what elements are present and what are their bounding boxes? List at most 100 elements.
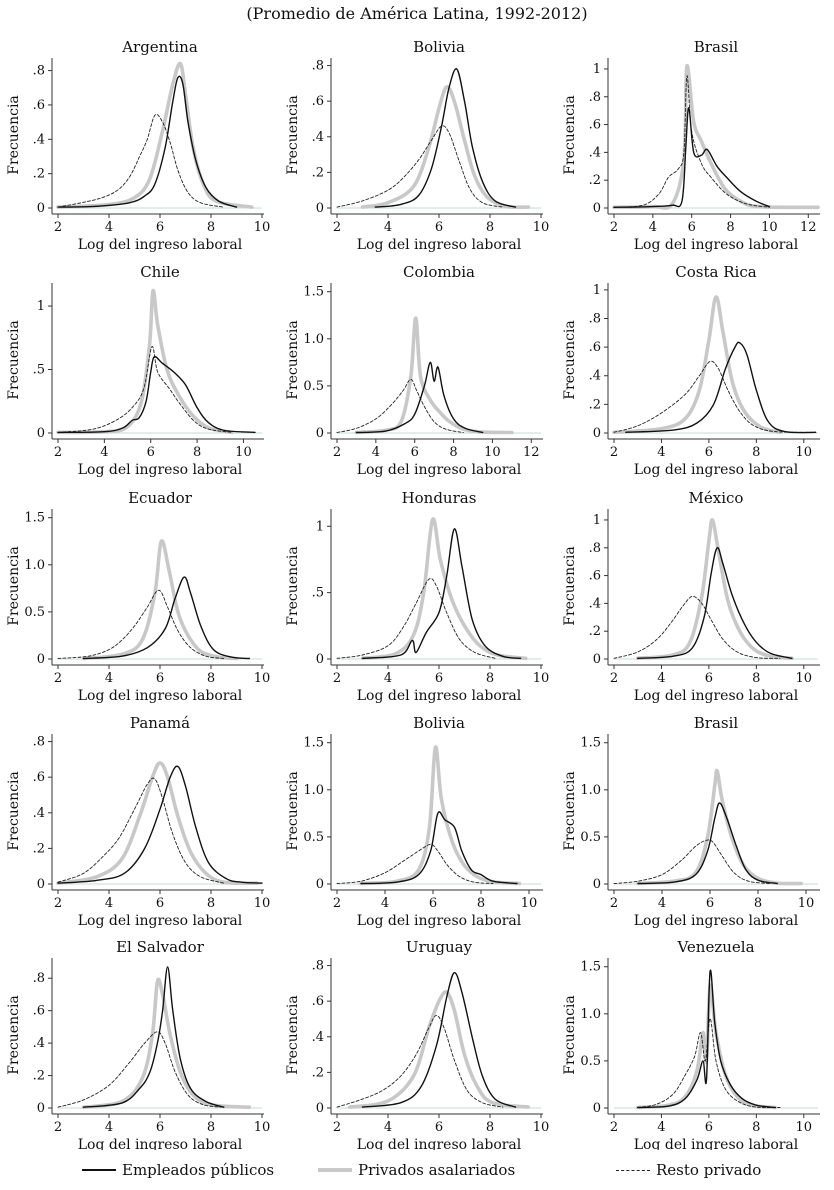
x-axis-label: Log del ingreso laboral [357, 913, 522, 929]
y-tick-label: .4 [33, 132, 45, 147]
y-tick-label: 0 [37, 201, 45, 216]
series-line-resto-privado [336, 125, 504, 208]
series-line-empleados-publicos [361, 528, 522, 659]
y-axis-label: Frecuencia [6, 546, 22, 626]
y-tick-label: 1.5 [580, 960, 601, 975]
x-tick-label: 4 [657, 671, 665, 686]
x-tick-label: 4 [657, 1120, 665, 1135]
series-line-privados-asalariados [612, 64, 820, 210]
series-line-privados-asalariados [56, 288, 234, 435]
chart-panel: México 2 4 6 8 10 0 .2 .4 .6 .8 1 Log del ingreso la… [562, 489, 820, 704]
chart-panel: Brasil 2 4 6 8 10 12 0 .2 .4 .6 .8 1 Log del ingreso … [562, 38, 820, 253]
y-tick-label: 0.5 [24, 605, 45, 620]
x-tick-label: 6 [435, 220, 443, 235]
series-line-empleados-publicos [82, 966, 225, 1108]
y-tick-label: 0 [316, 426, 324, 441]
x-tick-label: 8 [207, 671, 215, 686]
y-tick-label: .4 [312, 1030, 324, 1045]
y-tick-label: 0 [593, 426, 601, 441]
x-tick-label: 4 [372, 445, 380, 460]
y-tick-label: .2 [33, 1069, 45, 1084]
x-tick-label: 8 [207, 896, 215, 911]
x-tick-label: 2 [54, 1120, 62, 1135]
y-tick-label: .2 [312, 165, 324, 180]
x-tick-label: 8 [726, 220, 734, 235]
x-axis-label: Log del ingreso laboral [357, 462, 522, 478]
x-axis-label: Log del ingreso laboral [634, 913, 799, 929]
series-line-resto-privado [613, 360, 817, 433]
x-tick-label: 4 [105, 220, 113, 235]
y-axis-label: Frecuencia [6, 771, 22, 851]
y-tick-label: 0 [316, 652, 324, 667]
x-tick-label: 4 [657, 445, 665, 460]
y-tick-label: .8 [312, 959, 324, 974]
x-tick-label: 6 [429, 896, 437, 911]
x-tick-label: 4 [384, 671, 392, 686]
y-axis-label: Frecuencia [6, 320, 22, 400]
y-tick-label: .6 [312, 994, 324, 1009]
x-tick-label: 2 [54, 220, 62, 235]
x-tick-label: 4 [105, 1120, 113, 1135]
chart-title: Brasil [694, 714, 739, 732]
y-tick-label: 0 [593, 652, 601, 667]
y-axis-label: Frecuencia [285, 995, 301, 1075]
x-axis-label: Log del ingreso laboral [357, 688, 522, 704]
chart-panel: Venezuela 2 4 6 8 10 0 0.5 1.0 1.5 Log del ingreso… [562, 938, 820, 1150]
series-line-empleados-publicos [637, 969, 776, 1109]
x-tick-label: 6 [411, 445, 419, 460]
x-tick-label: 10 [254, 220, 271, 235]
x-tick-label: 10 [761, 220, 778, 235]
y-tick-label: .4 [33, 806, 45, 821]
series-line-resto-privado [57, 114, 225, 208]
x-tick-label: 6 [435, 1120, 443, 1135]
x-tick-label: 6 [435, 671, 443, 686]
y-tick-label: .8 [589, 311, 601, 326]
x-tick-label: 8 [752, 445, 760, 460]
y-tick-label: 0.5 [580, 830, 601, 845]
x-axis-label: Log del ingreso laboral [78, 1137, 243, 1150]
y-axis-label: Frecuencia [562, 546, 578, 626]
y-tick-label: .2 [589, 624, 601, 639]
chart-panel: Ecuador 2 4 6 8 10 0 0.5 1.0 1.5 Log del ingreso l… [6, 489, 270, 704]
series-line-empleados-publicos [57, 765, 263, 884]
chart-title: Colombia [403, 263, 475, 281]
y-axis-label: Frecuencia [6, 995, 22, 1075]
x-tick-label: 2 [610, 445, 618, 460]
y-tick-label: .2 [33, 167, 45, 182]
x-tick-label: 6 [705, 1120, 713, 1135]
x-tick-label: 10 [254, 671, 271, 686]
y-tick-label: 0.5 [303, 379, 324, 394]
chart-panel: Uruguay 2 4 6 8 10 0 .2 .4 .6 .8 Log del ingreso la… [285, 938, 549, 1150]
y-axis-label: Frecuencia [562, 95, 578, 175]
series-line-privados-asalariados [56, 61, 254, 209]
y-tick-label: 1 [37, 299, 45, 314]
chart-panel: Brasil 2 4 6 8 10 0 0.5 1.0 1.5 Log del ingreso la… [562, 714, 820, 929]
x-tick-label: 8 [486, 671, 494, 686]
x-tick-label: 6 [705, 445, 713, 460]
series-line-privados-asalariados [348, 990, 531, 1109]
series-line-resto-privado [336, 843, 494, 884]
series-line-privados-asalariados [360, 85, 531, 210]
series-line-privados-asalariados [635, 983, 778, 1110]
x-tick-label: 10 [533, 1120, 550, 1135]
y-tick-label: .4 [312, 130, 324, 145]
y-axis-label: Frecuencia [285, 95, 301, 175]
y-tick-label: 1.0 [303, 332, 324, 347]
x-tick-label: 10 [795, 445, 812, 460]
y-tick-label: .6 [312, 94, 324, 109]
y-tick-label: 1.5 [24, 511, 45, 526]
series-line-resto-privado [613, 75, 770, 208]
x-axis-label: Log del ingreso laboral [78, 462, 243, 478]
y-tick-label: 1 [593, 283, 601, 298]
series-line-resto-privado [637, 1018, 781, 1109]
y-axis-label: Frecuencia [285, 320, 301, 400]
x-tick-label: 2 [333, 896, 341, 911]
x-tick-label: 6 [147, 445, 155, 460]
y-tick-label: .8 [33, 64, 45, 79]
y-axis-label: Frecuencia [562, 320, 578, 400]
y-tick-label: .2 [312, 1065, 324, 1080]
series-line-privados-asalariados [636, 768, 803, 886]
chart-title: Panamá [130, 714, 190, 732]
series-line-empleados-publicos [637, 802, 778, 885]
legend-item-privados: Privados asalariados [318, 1158, 515, 1182]
